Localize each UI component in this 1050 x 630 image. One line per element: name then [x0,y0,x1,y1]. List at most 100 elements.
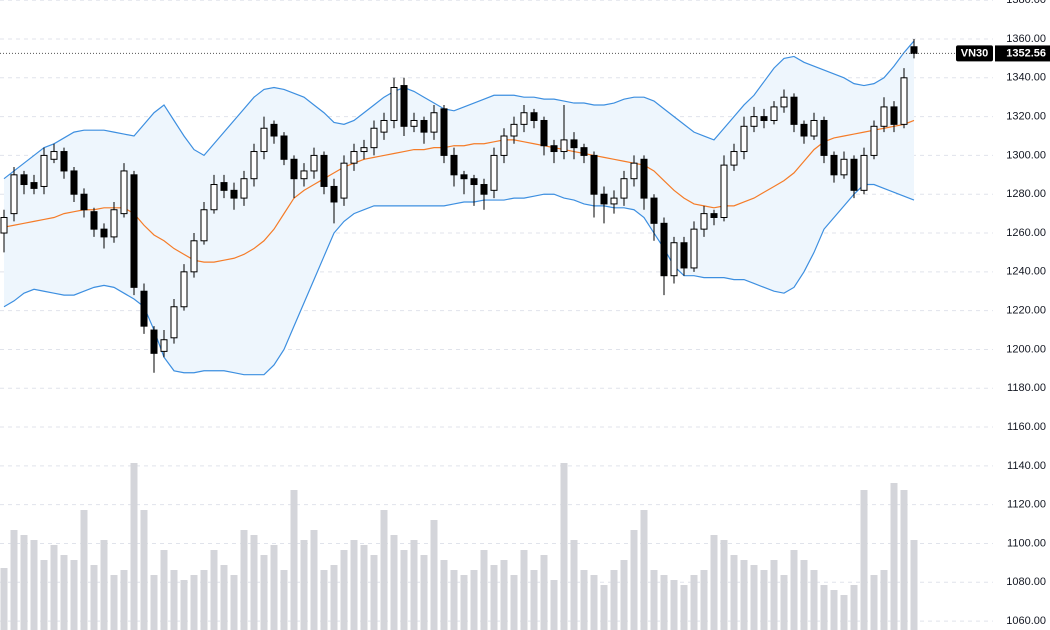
y-tick-label: 1280.00 [1006,188,1046,200]
candle-body [380,119,388,133]
candle-body [220,182,228,191]
volume-bar [150,575,158,630]
candle-body [270,123,278,137]
candle-body [320,154,328,187]
candle-body [410,119,418,127]
candle-body [760,116,768,121]
volume-bar [540,555,548,630]
candle-body [710,213,718,219]
volume-bar [0,568,8,630]
candle-body [470,178,478,186]
candle-body [100,228,108,238]
volume-bar [660,575,668,630]
volume-bar [370,555,378,630]
candle-body [70,170,78,195]
volume-bar [240,530,248,630]
candle-body [110,209,118,238]
volume-bar [880,570,888,630]
candle-body [370,127,378,149]
candle-body [460,174,468,180]
candle-body [730,151,738,166]
y-tick-label: 1360.00 [1006,33,1046,45]
volume-bar [200,570,208,630]
y-tick-label: 1220.00 [1006,305,1046,317]
upper-band [3,40,915,180]
volume-bar [620,560,628,630]
candle-body [60,151,68,172]
candle-body [870,125,878,156]
candle-body [260,127,268,153]
volume-bar [870,575,878,630]
volume-bar [670,580,678,630]
candle-body [140,290,148,327]
candle-body [400,85,408,127]
y-tick-label: 1160.00 [1007,421,1046,433]
volume-bar [450,570,458,630]
volume-bar [840,595,848,630]
candle-body [450,154,458,176]
volume-bar [680,585,688,630]
volume-bar [530,570,538,630]
candle-body [820,119,828,156]
candle-body [810,119,818,137]
y-tick-label: 1100.00 [1007,537,1046,549]
candle-body [80,193,88,211]
volume-bar [630,530,638,630]
volume-bar [570,540,578,630]
y-tick-label: 1340.00 [1006,72,1046,84]
candle-body [130,174,138,288]
symbol-box [956,45,993,62]
candle-body [160,339,168,352]
volume-bar [120,570,128,630]
volume-bar [400,550,408,630]
candle-body [200,209,208,242]
last-price-box [995,45,1050,62]
volume-bar [70,560,78,630]
candle-body [790,96,798,125]
candle-body [290,158,298,180]
candle-body [350,151,358,164]
volume-bar [800,560,808,630]
candle-body [630,162,638,180]
volume-bar [380,510,388,630]
candle-body [20,174,28,186]
candle-body [840,158,848,176]
volume-bar [210,550,218,630]
volume-bar [740,560,748,630]
volume-bar [30,540,38,630]
candle-body [680,242,688,269]
y-tick-label: 1240.00 [1006,266,1046,278]
last-price-label: 1352.56 [1006,47,1046,59]
volume-bar [80,510,88,630]
candle-body [860,154,868,191]
y-tick-label: 1080.00 [1006,576,1046,588]
volume-bar [410,540,418,630]
volume-bar [510,575,518,630]
volume-bar [170,570,178,630]
volume-bar [390,535,398,630]
candle-body [190,240,198,273]
volume-bar [270,545,278,630]
volume-bar [50,545,58,630]
volume-bar [550,580,558,630]
candle-body [750,116,758,127]
volume-bar [710,535,718,630]
volume-bar [130,463,138,630]
candle-body [30,182,38,189]
volume-bar [340,550,348,630]
candle-body [300,170,308,180]
candle-body [640,158,648,199]
candle-body [390,87,398,121]
volume-bar [490,565,498,630]
candle-body [720,164,728,219]
candle-body [850,158,858,191]
candle-body [170,306,178,339]
y-tick-label: 1060.00 [1006,615,1046,627]
volume-bar [790,550,798,630]
volume-bar [250,535,258,630]
candle-body [40,154,48,187]
volume-bar [440,560,448,630]
candle-body [700,213,708,230]
volume-bar [110,575,118,630]
